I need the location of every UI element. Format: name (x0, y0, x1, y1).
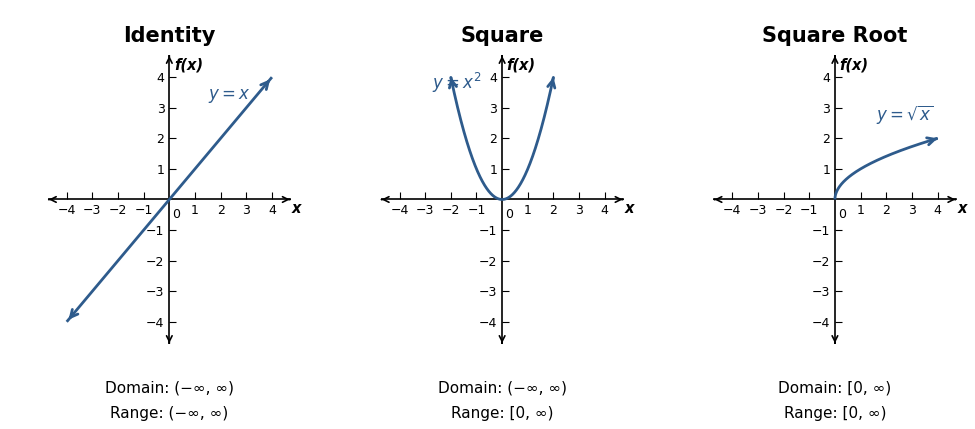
Text: Range: [0, ∞): Range: [0, ∞) (784, 406, 886, 421)
Text: Domain: (−∞, ∞): Domain: (−∞, ∞) (438, 381, 566, 396)
Text: $y = x$: $y = x$ (208, 87, 251, 105)
Text: Domain: [0, ∞): Domain: [0, ∞) (778, 381, 891, 396)
Text: 0: 0 (838, 208, 846, 221)
Text: 0: 0 (505, 208, 513, 221)
Text: x: x (292, 201, 301, 216)
Text: Range: [0, ∞): Range: [0, ∞) (450, 406, 554, 421)
Text: f(x): f(x) (839, 57, 869, 73)
Text: x: x (957, 201, 967, 216)
Text: 0: 0 (173, 208, 180, 221)
Title: Identity: Identity (123, 26, 215, 46)
Text: f(x): f(x) (507, 57, 535, 73)
Title: Square: Square (460, 26, 544, 46)
Text: x: x (625, 201, 634, 216)
Title: Square Root: Square Root (762, 26, 908, 46)
Text: $y = x^2$: $y = x^2$ (432, 71, 481, 95)
Text: $y = \sqrt{x}$: $y = \sqrt{x}$ (876, 103, 933, 126)
Text: Domain: (−∞, ∞): Domain: (−∞, ∞) (105, 381, 234, 396)
Text: Range: (−∞, ∞): Range: (−∞, ∞) (110, 406, 228, 421)
Text: f(x): f(x) (174, 57, 203, 73)
